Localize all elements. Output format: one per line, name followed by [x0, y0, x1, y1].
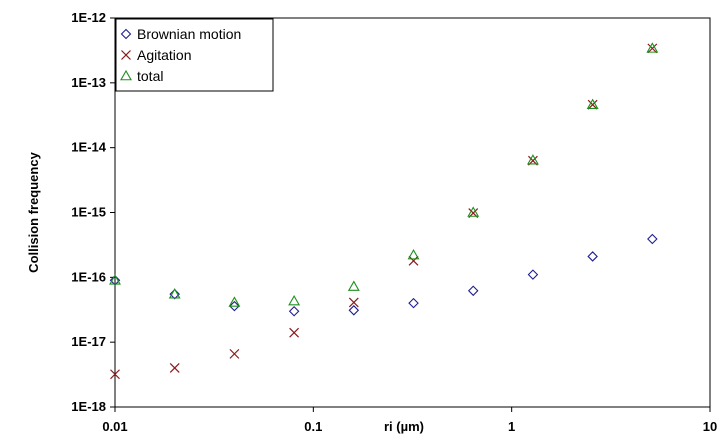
- point-x: [408, 255, 419, 266]
- point-diamond: [288, 305, 300, 317]
- x-axis-title: ri (µm): [384, 419, 424, 434]
- y-tick-label: 1E-13: [71, 75, 106, 90]
- y-tick-label: 1E-12: [71, 10, 106, 25]
- point-triangle: [467, 206, 480, 217]
- point-x: [587, 99, 598, 110]
- point-x: [169, 363, 180, 373]
- legend-marker-diamond: [120, 28, 132, 40]
- point-x: [348, 297, 359, 308]
- point-diamond: [109, 275, 121, 286]
- point-x: [289, 327, 300, 338]
- y-tick-label: 1E-16: [71, 269, 106, 284]
- point-x: [647, 43, 658, 54]
- series-diamond: [109, 233, 658, 317]
- point-triangle: [646, 42, 659, 53]
- legend-items: Brownian motion Agitation total: [120, 26, 241, 84]
- legend-marker-x: [121, 50, 131, 60]
- point-diamond: [169, 288, 180, 300]
- point-diamond: [527, 269, 539, 280]
- point-x: [229, 348, 240, 359]
- y-tick-label: 1E-14: [71, 140, 106, 155]
- point-triangle: [407, 249, 420, 260]
- point-diamond: [348, 305, 360, 316]
- y-tick-label: 1E-15: [71, 205, 106, 220]
- point-diamond: [408, 297, 419, 309]
- point-triangle: [586, 98, 599, 109]
- series-x: [110, 43, 658, 380]
- point-diamond: [229, 300, 240, 312]
- series-triangle: [109, 42, 659, 307]
- point-x: [110, 369, 120, 380]
- ticks-layer: 1E-18 1E-17 1E-16 1E-15 1E-14 1E-13 1E-12 0.01 0…: [71, 10, 717, 434]
- x-tick-label: 10: [703, 419, 717, 434]
- point-triangle: [168, 288, 181, 299]
- point-triangle: [109, 274, 121, 285]
- legend-label: Agitation: [137, 47, 191, 63]
- point-triangle: [347, 280, 360, 291]
- point-diamond: [587, 251, 598, 262]
- x-tick-label: 0.01: [102, 419, 127, 434]
- legend-box: [115, 18, 274, 92]
- y-axis-title: Collision frequency: [26, 151, 41, 272]
- legend-label: Brownian motion: [137, 26, 241, 42]
- x-tick-label: 1: [508, 419, 515, 434]
- y-tick-label: 1E-18: [71, 399, 106, 414]
- point-diamond: [467, 285, 479, 297]
- marks-layer: [109, 42, 659, 380]
- legend: Brownian motion Agitation total: [115, 18, 274, 92]
- legend-label: total: [137, 68, 163, 84]
- legend-marker-triangle: [120, 69, 132, 81]
- y-tick-label: 1E-17: [71, 334, 106, 349]
- x-tick-label: 0.1: [304, 419, 322, 434]
- point-diamond: [647, 233, 658, 245]
- point-triangle: [228, 296, 241, 307]
- point-triangle: [526, 154, 539, 165]
- point-triangle: [288, 294, 301, 306]
